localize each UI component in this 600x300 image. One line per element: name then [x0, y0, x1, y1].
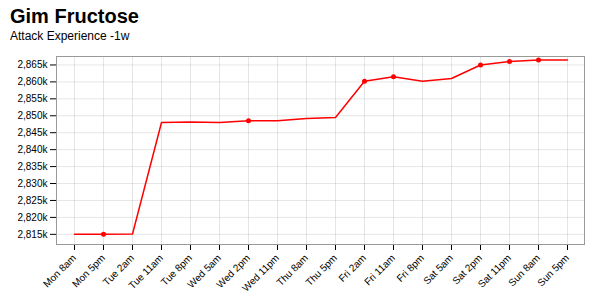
svg-text:2,840k: 2,840k: [17, 144, 48, 155]
svg-text:Fri 8pm: Fri 8pm: [394, 252, 427, 284]
svg-text:Mon 5pm: Mon 5pm: [70, 252, 107, 289]
svg-text:Thu 5pm: Thu 5pm: [303, 252, 339, 288]
svg-text:2,860k: 2,860k: [17, 76, 48, 87]
svg-text:Tue 2am: Tue 2am: [100, 252, 137, 288]
svg-text:Wed 5am: Wed 5am: [185, 252, 224, 291]
html-text:Gim Fructose: Gim Fructose: [10, 5, 139, 27]
svg-text:Sat 5am: Sat 5am: [421, 252, 455, 286]
svg-text:Tue 8pm: Tue 8pm: [158, 252, 195, 288]
svg-text:Sat 2pm: Sat 2pm: [450, 252, 485, 287]
svg-text:2,865k: 2,865k: [17, 59, 48, 70]
svg-text:Thu 8am: Thu 8am: [274, 252, 311, 288]
svg-text:2,830k: 2,830k: [17, 178, 48, 189]
svg-text:Sun 5pm: Sun 5pm: [535, 252, 571, 288]
html-text:Attack Experience -1w: Attack Experience -1w: [10, 29, 130, 43]
svg-text:Mon 8am: Mon 8am: [40, 252, 79, 290]
svg-text:2,845k: 2,845k: [17, 127, 48, 138]
svg-text:Wed 11pm: Wed 11pm: [240, 252, 281, 293]
svg-text:Tue 11am: Tue 11am: [126, 252, 165, 291]
svg-text:Fri 2am: Fri 2am: [336, 252, 369, 284]
svg-text:2,855k: 2,855k: [17, 93, 48, 104]
svg-text:2,820k: 2,820k: [17, 212, 48, 223]
svg-text:Sat 11pm: Sat 11pm: [476, 252, 514, 290]
svg-text:2,815k: 2,815k: [17, 229, 48, 240]
svg-text:Sun 8am: Sun 8am: [506, 252, 543, 289]
svg-text:2,850k: 2,850k: [17, 110, 48, 121]
svg-text:Fri 11am: Fri 11am: [362, 252, 397, 287]
svg-text:2,825k: 2,825k: [17, 195, 48, 206]
svg-text:2,835k: 2,835k: [17, 161, 48, 172]
svg-text:Wed 2pm: Wed 2pm: [214, 252, 253, 291]
